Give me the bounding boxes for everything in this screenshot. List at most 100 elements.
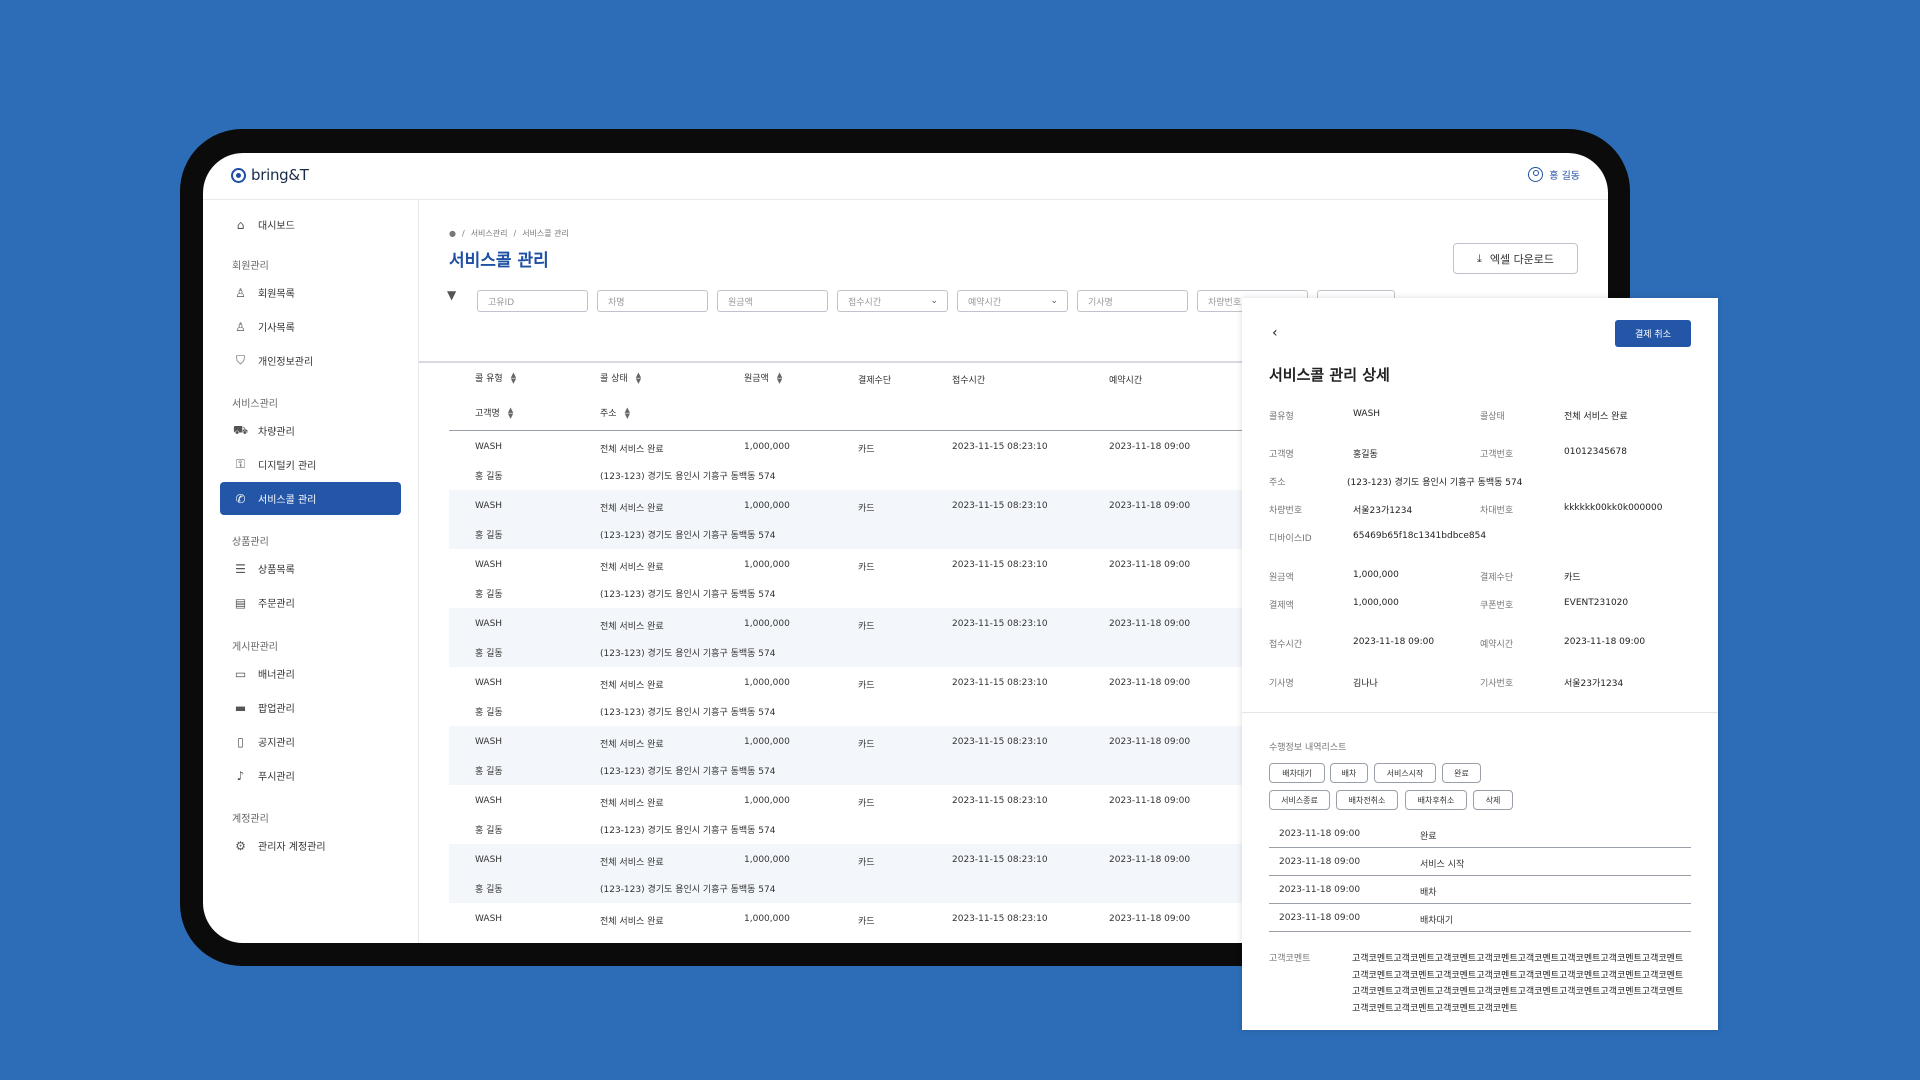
table-row[interactable]: WASH 전체 서비스 완료 1,000,000 카드 2023-11-15 0…	[449, 431, 1608, 490]
column-header-customer[interactable]: 고객명 ▲ ▼	[475, 405, 514, 420]
sidebar-item-digital-key[interactable]: ⚿ 디지털키 관리	[220, 448, 401, 481]
filter-unique-id[interactable]: 고유ID	[477, 290, 588, 312]
filter-received-time[interactable]: 접수시간 ⌄	[837, 290, 948, 312]
user-menu[interactable]: 홍 길동	[1528, 167, 1580, 182]
label-coupon: 쿠폰번호	[1480, 601, 1514, 611]
cancel-payment-button[interactable]: 결제 취소	[1615, 320, 1691, 347]
cell-amount: 1,000,000	[744, 678, 790, 688]
back-arrow-icon[interactable]: ‹	[1272, 325, 1278, 341]
table-row[interactable]: WASH 전체 서비스 완료 1,000,000 카드 2023-11-15 0…	[449, 549, 1608, 608]
filter-driver-name[interactable]: 기사명	[1077, 290, 1188, 312]
cell-call-status: 전체 서비스 완료	[600, 445, 664, 455]
table-row[interactable]: WASH 전체 서비스 완료 1,000,000 카드 2023-11-15 0…	[449, 903, 1608, 943]
status-chip[interactable]: 배차대기	[1269, 763, 1325, 783]
table-header-divider	[449, 430, 1608, 431]
cell-call-status: 전체 서비스 완료	[600, 858, 664, 868]
filter-amount[interactable]: 원금액	[717, 290, 828, 312]
cell-payment: 카드	[858, 858, 875, 868]
breadcrumb: ● / 서비스관리 / 서비스콜 관리	[449, 229, 569, 238]
sidebar-item-label: 대시보드	[258, 221, 295, 232]
history-row: 2023-11-18 09:00 배차대기	[1269, 904, 1691, 932]
column-header-amount[interactable]: 원금액 ▲ ▼	[744, 370, 783, 385]
column-header-call-status[interactable]: 콜 상태 ▲ ▼	[600, 370, 642, 385]
cell-address: (123-123) 경기도 용인시 기흥구 동백동 574	[600, 531, 776, 541]
cell-call-status: 전체 서비스 완료	[600, 799, 664, 809]
cell-amount: 1,000,000	[744, 560, 790, 570]
sidebar-item-banner[interactable]: ▭ 배너관리	[220, 657, 401, 690]
user-icon: ♙	[235, 319, 246, 334]
bell-icon: ♪	[236, 768, 245, 783]
sidebar-item-product-list[interactable]: ☰ 상품목록	[220, 552, 401, 585]
value-coupon: EVENT231020	[1564, 598, 1629, 608]
history-time: 2023-11-18 09:00	[1279, 857, 1361, 867]
sidebar-item-privacy[interactable]: ⛉ 개인정보관리	[220, 344, 401, 377]
value-address: (123-123) 경기도 용인시 기흥구 동백동 574	[1347, 478, 1523, 488]
cell-call-type: WASH	[475, 796, 503, 806]
status-chip[interactable]: 배차	[1330, 763, 1368, 783]
logo[interactable]: bring&T	[231, 166, 309, 184]
document-icon: ▯	[237, 734, 244, 749]
sidebar-item-label: 기사목록	[258, 323, 295, 334]
sidebar-group-member: 회원관리	[232, 261, 269, 272]
status-chip[interactable]: 배차후취소	[1405, 790, 1467, 810]
cell-customer: 홍 길동	[475, 590, 503, 600]
status-chip[interactable]: 서비스종료	[1269, 790, 1330, 810]
label-call-status: 콜상태	[1480, 412, 1505, 422]
sort-icon: ▲ ▼	[635, 370, 642, 385]
label-amount: 원금액	[1269, 573, 1294, 583]
sidebar-item-vehicle[interactable]: ⛟ 차량관리	[220, 414, 401, 447]
value-amount: 1,000,000	[1353, 570, 1399, 580]
history-event: 배차	[1420, 888, 1437, 898]
home-icon[interactable]: ●	[449, 229, 456, 238]
filter-reservation-time[interactable]: 예약시간 ⌄	[957, 290, 1068, 312]
breadcrumb-item[interactable]: 서비스관리	[470, 229, 508, 238]
column-header-call-type[interactable]: 콜 유형 ▲ ▼	[475, 370, 517, 385]
cell-reserved: 2023-11-18 09:00	[1109, 678, 1191, 688]
cell-amount: 1,000,000	[744, 914, 790, 924]
sidebar-item-driver-list[interactable]: ♙ 기사목록	[220, 310, 401, 343]
sidebar-item-member-list[interactable]: ♙ 회원목록	[220, 276, 401, 309]
excel-download-button[interactable]: ⤓ 엑셀 다운로드	[1453, 243, 1578, 274]
sidebar: ⌂ 대시보드 회원관리 ♙ 회원목록 ♙ 기사목록 ⛉ 개인정보관리 서비스관리…	[203, 200, 419, 943]
sidebar-item-label: 팝업관리	[258, 704, 295, 715]
chevron-down-icon: ⌄	[1050, 296, 1058, 306]
sidebar-item-push[interactable]: ♪ 푸시관리	[220, 759, 401, 792]
label-device-id: 디바이스ID	[1269, 534, 1312, 544]
cell-reserved: 2023-11-18 09:00	[1109, 737, 1191, 747]
home-icon: ⌂	[236, 217, 245, 232]
status-chip[interactable]: 배차전취소	[1336, 790, 1398, 810]
cell-call-type: WASH	[475, 914, 503, 924]
sidebar-item-order[interactable]: ▤ 주문관리	[220, 586, 401, 619]
breadcrumb-item[interactable]: 서비스콜 관리	[522, 229, 569, 238]
cell-payment: 카드	[858, 917, 875, 927]
cell-customer: 홍 길동	[475, 708, 503, 718]
sidebar-group-product: 상품관리	[232, 537, 269, 548]
phone-icon: ✆	[235, 491, 246, 506]
cell-amount: 1,000,000	[744, 442, 790, 452]
sidebar-item-label: 디지털키 관리	[258, 461, 317, 472]
sidebar-item-notice[interactable]: ▯ 공지관리	[220, 725, 401, 758]
status-chip[interactable]: 서비스시작	[1374, 763, 1436, 783]
status-chip[interactable]: 삭제	[1473, 790, 1513, 810]
cell-received: 2023-11-15 08:23:10	[952, 442, 1048, 452]
receipt-icon: ▤	[234, 595, 247, 610]
cell-received: 2023-11-15 08:23:10	[952, 855, 1048, 865]
value-received: 2023-11-18 09:00	[1353, 637, 1435, 647]
cell-call-type: WASH	[475, 560, 503, 570]
table-row[interactable]: WASH 전체 서비스 완료 1,000,000 카드 2023-11-15 0…	[449, 667, 1608, 726]
sidebar-item-dashboard[interactable]: ⌂ 대시보드	[220, 208, 401, 241]
sidebar-item-popup[interactable]: ▬ 팝업관리	[220, 691, 401, 724]
sidebar-group-board: 게시판관리	[232, 642, 278, 653]
section-divider	[1242, 712, 1718, 713]
status-chip[interactable]: 완료	[1442, 763, 1481, 783]
sidebar-item-label: 차량관리	[258, 427, 295, 438]
cell-call-type: WASH	[475, 442, 503, 452]
column-header-address[interactable]: 주소 ▲ ▼	[600, 405, 630, 420]
filter-car-name[interactable]: 차명	[597, 290, 708, 312]
cell-received: 2023-11-15 08:23:10	[952, 737, 1048, 747]
sidebar-item-admin-account[interactable]: ⚙ 관리자 계정관리	[220, 829, 401, 862]
table-row[interactable]: WASH 전체 서비스 완료 1,000,000 카드 2023-11-15 0…	[449, 785, 1608, 844]
sidebar-item-service-call[interactable]: ✆ 서비스콜 관리	[220, 482, 401, 515]
cell-address: (123-123) 경기도 용인시 기흥구 동백동 574	[600, 590, 776, 600]
sidebar-item-label: 상품목록	[258, 565, 295, 576]
